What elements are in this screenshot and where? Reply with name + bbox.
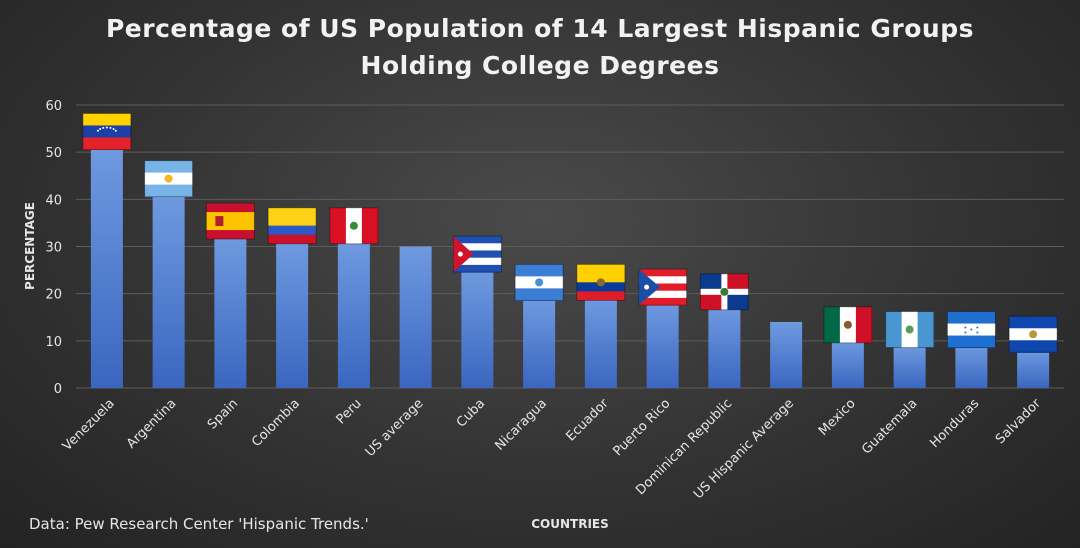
flag-venezuela-icon	[82, 112, 132, 150]
x-tick-label: Argentina	[124, 396, 179, 451]
y-tick-label: 60	[45, 99, 62, 114]
bar-venezuela	[90, 147, 123, 388]
bar-puerto-rico	[646, 303, 679, 388]
chart-title-line-2: Holding College Degrees	[360, 51, 720, 80]
flag-dominican-republic-icon	[699, 273, 749, 311]
y-tick-label: 0	[54, 382, 62, 397]
bar-honduras	[955, 345, 988, 388]
flags	[82, 112, 1058, 353]
bars	[90, 147, 1050, 388]
flag-peru-icon	[329, 207, 379, 245]
x-tick-label: Spain	[205, 396, 241, 432]
bar-nicaragua	[523, 298, 556, 388]
bar-peru	[337, 241, 370, 388]
x-tick-label: Peru	[334, 396, 365, 427]
y-axis-label: PERCENTAGE	[23, 202, 37, 290]
y-tick-label: 40	[45, 193, 62, 208]
bar-ecuador	[584, 298, 617, 388]
flag-argentina-icon	[144, 160, 194, 198]
bar-us-hispanic-average	[770, 321, 803, 388]
x-tick-label: Ecuador	[564, 396, 613, 445]
data-source-note: Data: Pew Research Center 'Hispanic Tren…	[29, 515, 369, 533]
x-tick-label: Nicaragua	[493, 396, 550, 453]
flag-cuba-icon	[452, 235, 502, 273]
x-tick-label: Cuba	[454, 396, 488, 430]
x-tick-label: US Hispanic Average	[691, 396, 797, 502]
chart-title-line-1: Percentage of US Population of 14 Larges…	[105, 14, 975, 43]
bar-us-average	[399, 246, 432, 388]
bar-colombia	[276, 241, 309, 388]
bar-argentina	[152, 194, 185, 388]
x-tick-label: Mexico	[816, 396, 859, 439]
bar-dominican-republic	[708, 307, 741, 388]
flag-nicaragua-icon	[514, 263, 564, 301]
x-axis-label: COUNTRIES	[531, 517, 609, 531]
bar-cuba	[461, 270, 494, 388]
x-tick-label: Honduras	[927, 396, 982, 451]
bar-spain	[214, 237, 247, 388]
y-tick-label: 30	[45, 241, 62, 256]
x-tick-label: Venezuela	[60, 396, 118, 454]
flag-el-salvador-icon	[1008, 315, 1058, 353]
x-tick-label: Salvador	[993, 396, 1044, 447]
y-tick-label: 20	[45, 288, 62, 303]
flag-guatemala-icon	[885, 311, 935, 349]
y-tick-label: 50	[45, 146, 62, 161]
x-tick-label: Colombia	[249, 396, 303, 450]
x-tick-label: Guatemala	[859, 396, 920, 457]
y-axis-ticks: 0 10 20 30 40 50 60	[45, 99, 62, 397]
flag-mexico-icon	[823, 306, 873, 344]
flag-honduras-icon	[946, 311, 996, 349]
flag-colombia-icon	[267, 207, 317, 245]
bar-salvador	[1017, 350, 1050, 388]
bar-mexico	[831, 340, 864, 388]
x-tick-label: US average	[363, 396, 427, 460]
bar-guatemala	[893, 345, 926, 388]
x-tick-label: Puerto Rico	[610, 396, 673, 459]
flag-ecuador-icon	[576, 263, 626, 301]
y-tick-label: 10	[45, 335, 62, 350]
flag-puerto-rico-icon	[638, 268, 688, 306]
flag-spain-icon	[205, 202, 255, 240]
